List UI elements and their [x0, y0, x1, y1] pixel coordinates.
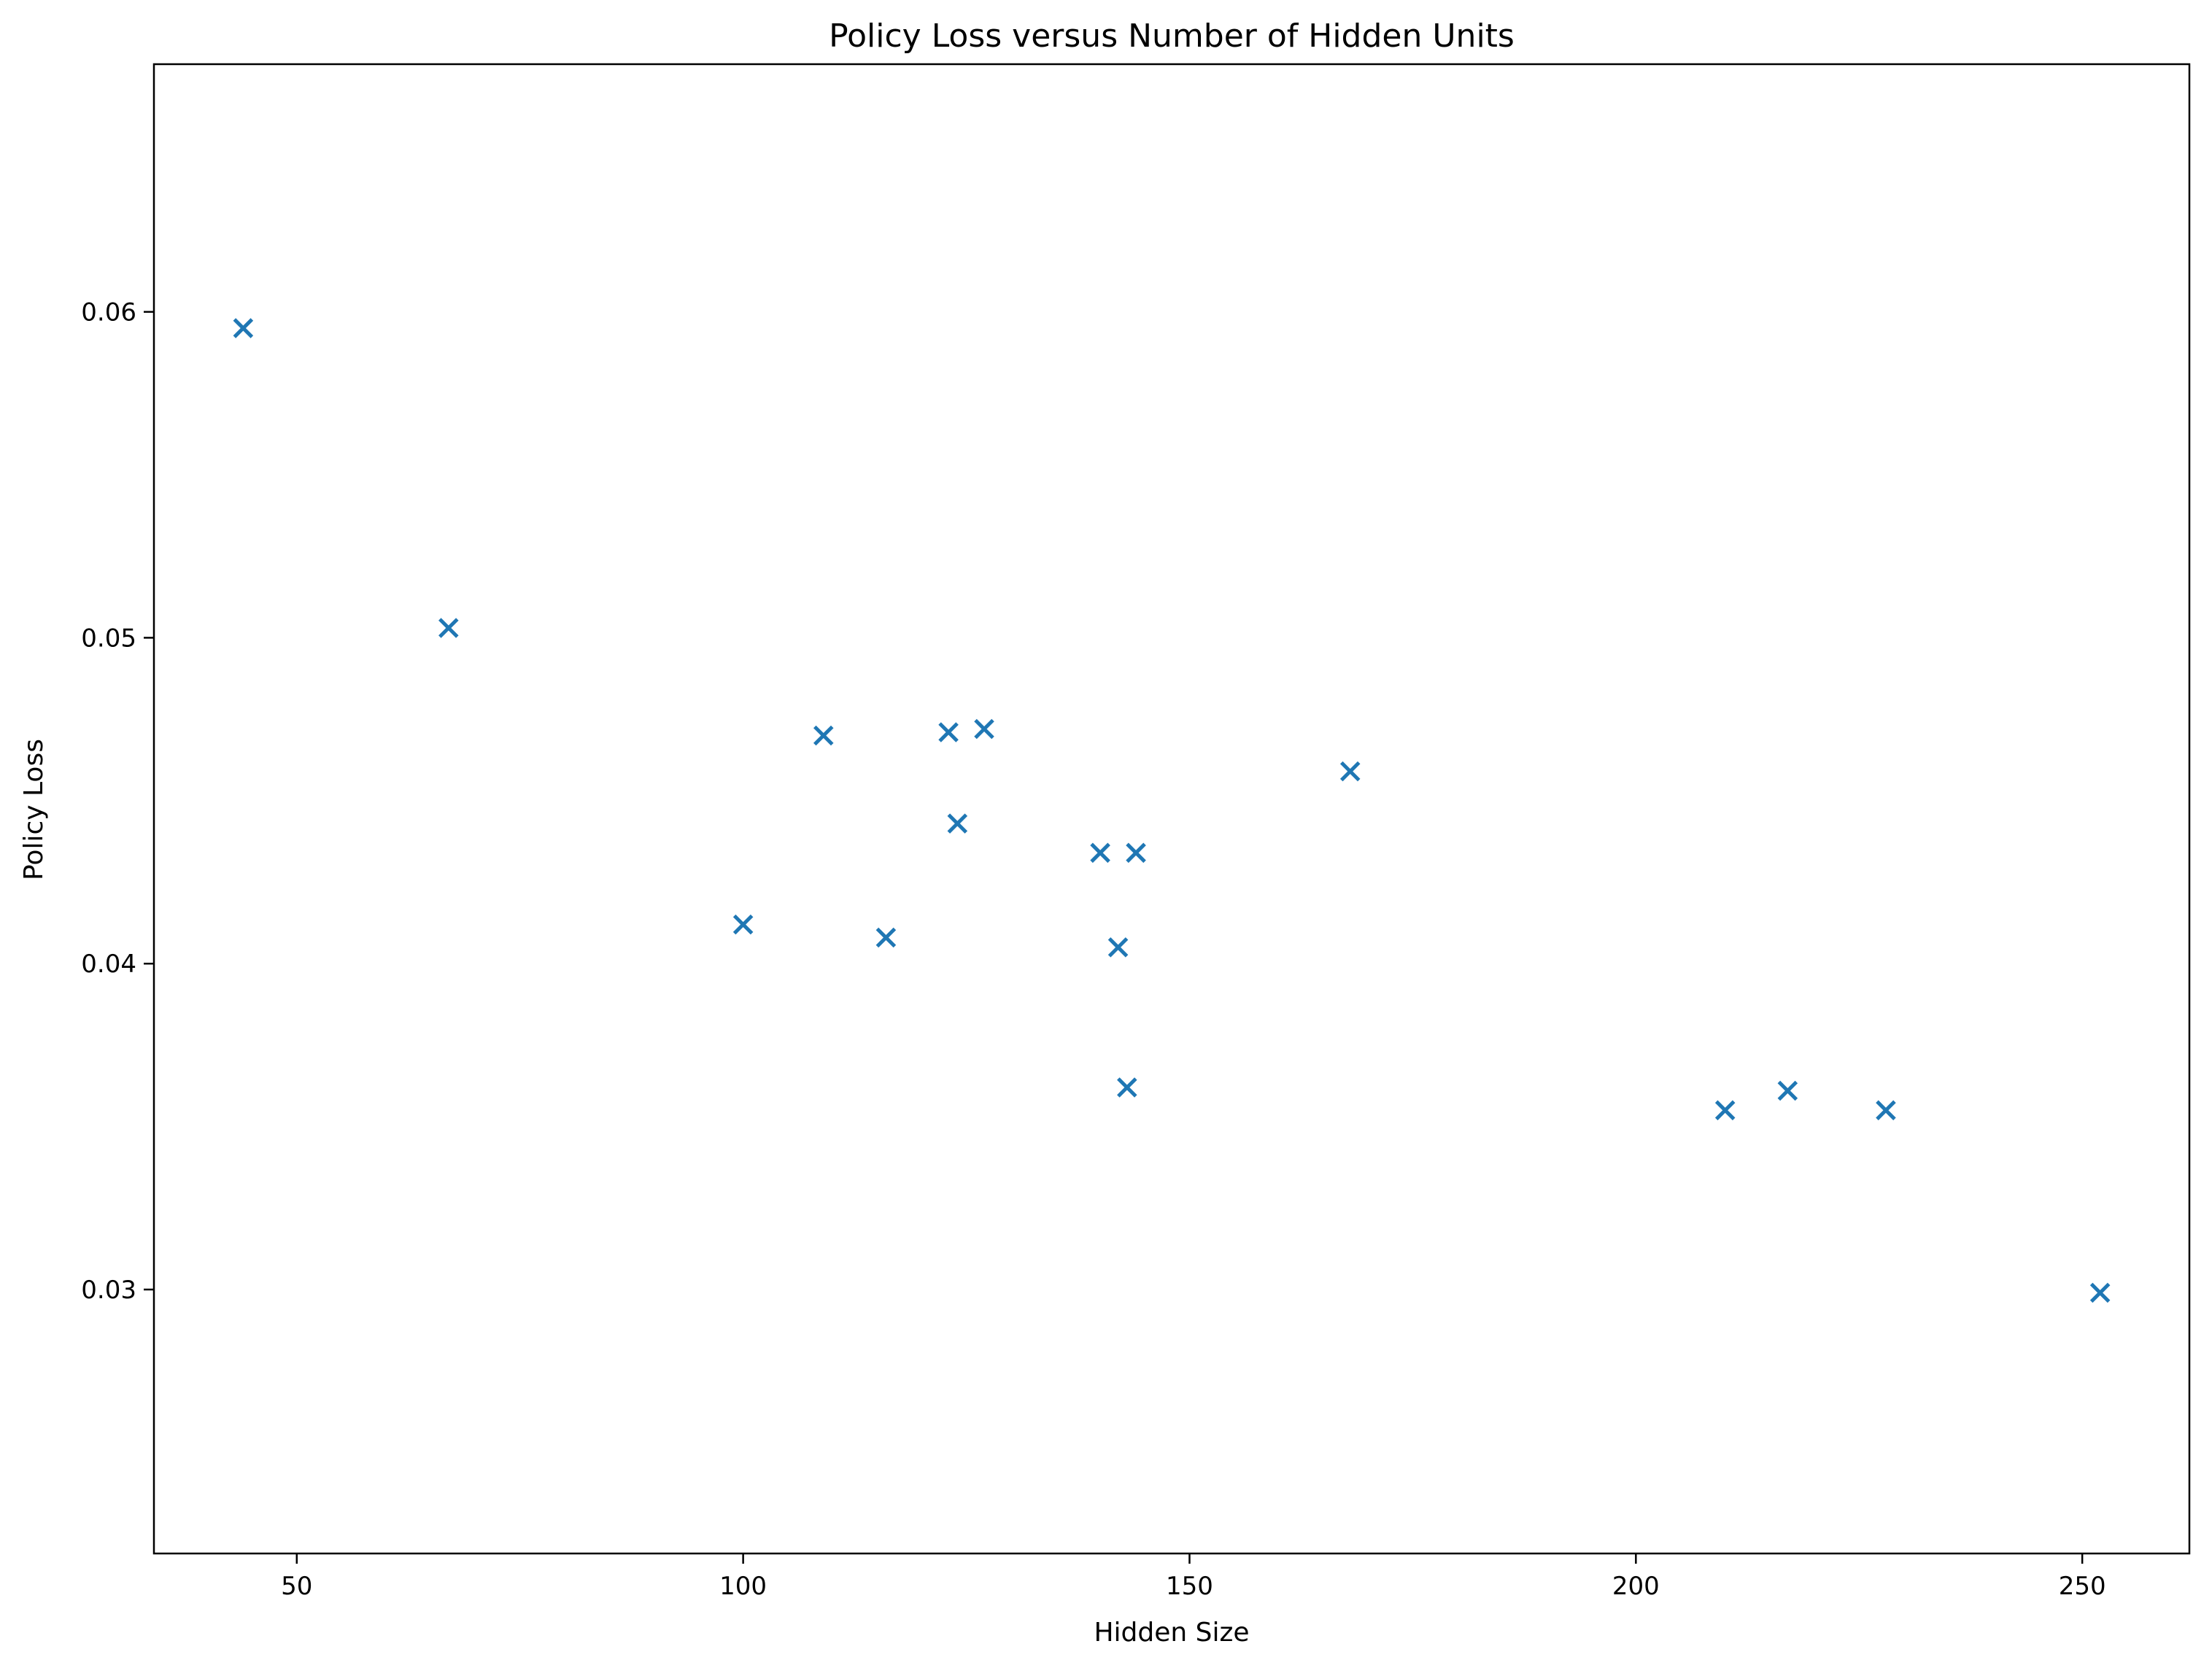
x-tick-label: 50 — [281, 1572, 312, 1601]
scatter-point — [1714, 1100, 1736, 1121]
scatter-point — [233, 318, 254, 338]
scatter-point — [875, 927, 897, 948]
scatter-point — [2089, 1282, 2111, 1303]
y-axis-label: Policy Loss — [19, 739, 49, 880]
scatter-point — [1777, 1080, 1798, 1101]
data-points — [233, 318, 2111, 1303]
scatter-point — [1126, 842, 1146, 864]
scatter-point — [1117, 1077, 1137, 1098]
x-tick-label: 250 — [2059, 1572, 2106, 1601]
x-axis: 50 100 150 200 250 — [281, 1553, 2106, 1601]
scatter-point — [732, 914, 754, 935]
scatter-point — [1876, 1100, 1896, 1121]
x-tick-label: 200 — [1612, 1572, 1660, 1601]
scatter-point — [1090, 842, 1110, 864]
scatter-point — [813, 725, 834, 746]
y-tick-label: 0.06 — [81, 298, 136, 327]
scatter-point — [947, 813, 968, 834]
x-tick-label: 150 — [1166, 1572, 1213, 1601]
x-tick-label: 100 — [719, 1572, 767, 1601]
scatter-point — [938, 722, 959, 742]
y-tick-label: 0.04 — [81, 950, 136, 979]
scatter-point — [974, 718, 994, 740]
y-tick-label: 0.03 — [81, 1276, 136, 1305]
scatter-point — [1339, 761, 1361, 782]
plot-area-frame — [152, 63, 2191, 1555]
scatter-point — [1107, 937, 1129, 958]
y-axis: 0.03 0.04 0.05 0.06 — [81, 298, 154, 1305]
chart-title: Policy Loss versus Number of Hidden Unit… — [829, 18, 1515, 55]
scatter-point — [438, 618, 459, 638]
x-axis-label: Hidden Size — [1094, 1618, 1249, 1648]
y-tick-label: 0.05 — [81, 624, 136, 653]
